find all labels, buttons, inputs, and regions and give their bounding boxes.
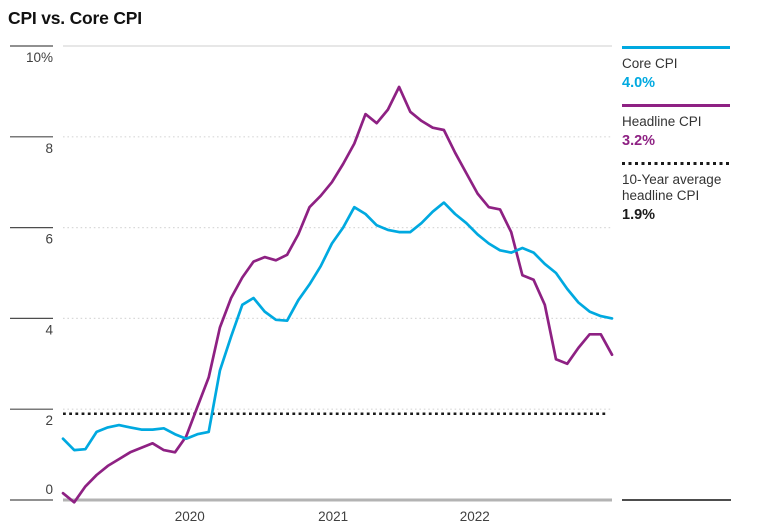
legend-value-headline-cpi: 3.2% (622, 133, 656, 149)
x-tick-label: 2020 (175, 509, 205, 524)
chart-title: CPI vs. Core CPI (8, 8, 142, 28)
legend-label-10yr-average: 10-Year average headline CPI (622, 172, 722, 203)
legend-value-10yr-average: 1.9% (622, 207, 656, 223)
legend-item-core-cpi: Core CPI 4.0% (622, 46, 744, 91)
y-tick-label: 6 (45, 232, 53, 247)
y-tick-label: 0 (45, 482, 53, 497)
legend: Core CPI 4.0% Headline CPI 3.2% 10-Year … (622, 46, 744, 236)
x-tick-label: 2022 (460, 509, 490, 524)
legend-item-headline-cpi: Headline CPI 3.2% (622, 104, 744, 149)
headline-cpi-line (61, 85, 614, 504)
core-cpi-line-swatch (622, 46, 730, 49)
core-cpi-line (61, 201, 614, 452)
legend-label-headline-cpi: Headline CPI (622, 114, 702, 129)
y-tick-label: 4 (45, 322, 53, 337)
x-tick-label: 2021 (318, 509, 348, 524)
y-tick-label: 2 (45, 413, 53, 428)
10yr-average-dotted-swatch (622, 162, 730, 165)
y-tick-label: 8 (45, 141, 53, 156)
headline-cpi-line-swatch (622, 104, 730, 107)
legend-label-core-cpi: Core CPI (622, 56, 678, 71)
legend-bottom-rule (622, 499, 731, 501)
legend-item-10yr-average: 10-Year average headline CPI 1.9% (622, 162, 744, 223)
legend-value-core-cpi: 4.0% (622, 75, 656, 91)
y-tick-label: 10% (26, 50, 53, 65)
